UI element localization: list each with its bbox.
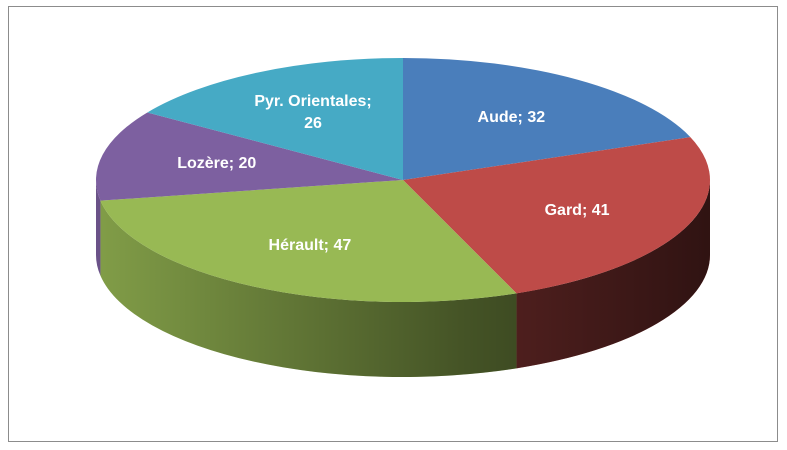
slice-side-shade xyxy=(516,180,710,369)
data-label: Hérault; 47 xyxy=(268,236,352,254)
slice xyxy=(100,180,517,302)
data-label: Pyr. Orientales; 26 xyxy=(254,93,372,133)
data-label: Gard; 41 xyxy=(544,201,610,219)
slice xyxy=(403,58,691,180)
slice xyxy=(403,137,710,294)
slice xyxy=(147,58,403,180)
slice-side-shade xyxy=(96,180,101,276)
data-label: Aude; 32 xyxy=(477,108,546,126)
slice xyxy=(96,112,404,201)
slice-side-shade xyxy=(100,200,517,377)
chart-frame xyxy=(8,6,778,442)
data-label: Lozère; 20 xyxy=(177,155,257,173)
